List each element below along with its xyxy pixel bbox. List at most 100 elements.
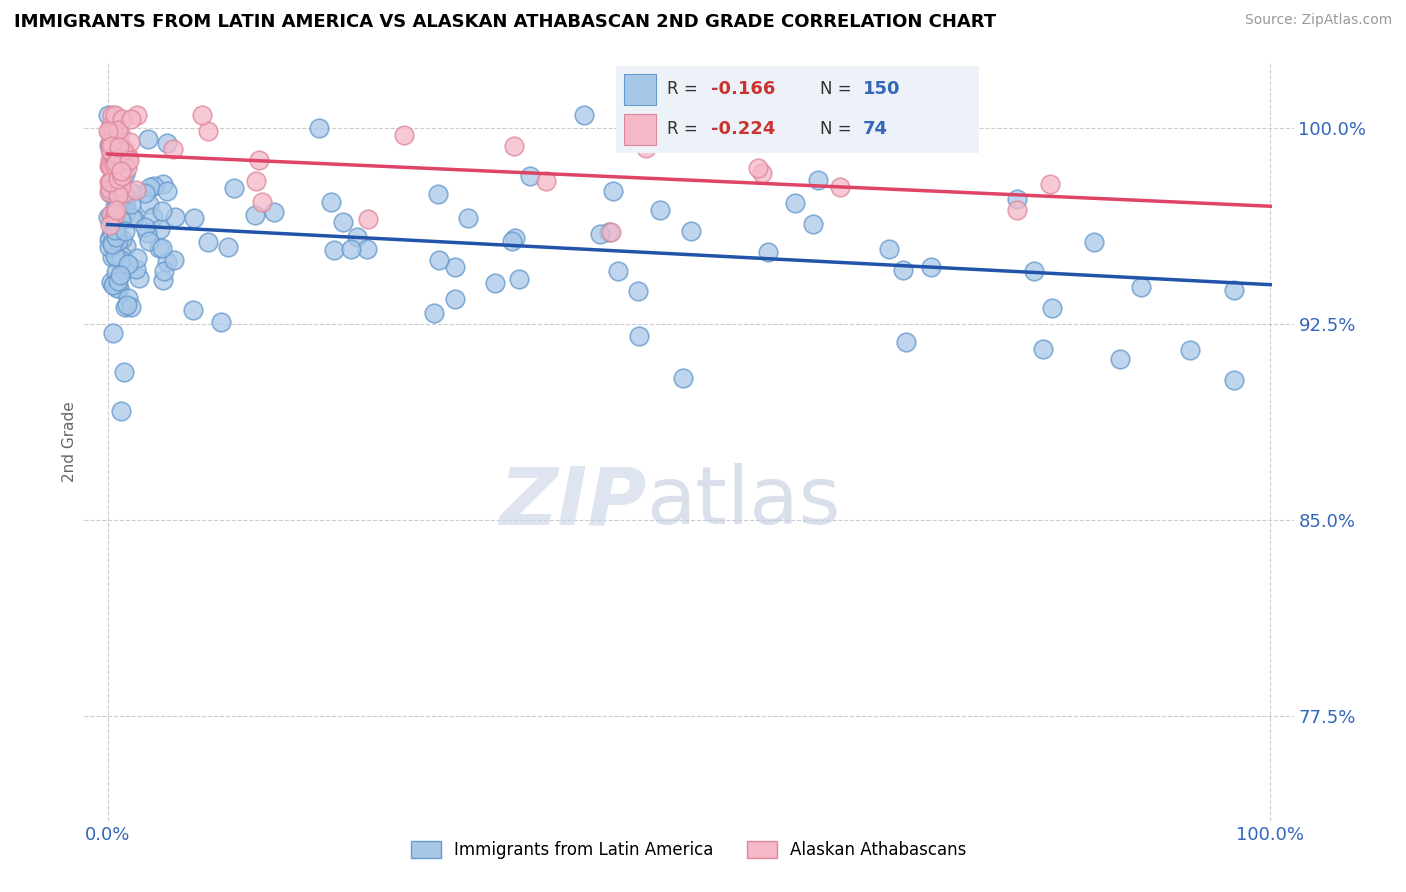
Point xyxy=(100,176,122,190)
Point xyxy=(105,250,128,264)
Point xyxy=(602,184,624,198)
Point xyxy=(107,178,129,192)
Point xyxy=(572,108,595,122)
Point xyxy=(101,238,124,252)
Point xyxy=(191,108,214,122)
Point xyxy=(197,235,219,250)
Point xyxy=(104,226,127,240)
Point xyxy=(148,241,170,255)
Point xyxy=(138,197,160,211)
Point xyxy=(101,157,124,171)
Point xyxy=(104,141,127,155)
Point xyxy=(98,182,121,196)
Point xyxy=(114,300,136,314)
Point xyxy=(1178,343,1201,358)
Point xyxy=(120,112,142,126)
Point xyxy=(1032,342,1054,356)
Point xyxy=(98,240,121,254)
Point xyxy=(105,178,128,192)
Point xyxy=(107,281,129,295)
Point xyxy=(104,179,127,194)
Point xyxy=(357,212,380,227)
Point xyxy=(104,250,127,264)
Point xyxy=(112,154,135,169)
Point xyxy=(443,292,465,306)
Point xyxy=(114,262,136,277)
Point xyxy=(110,249,132,263)
Point xyxy=(1223,373,1246,387)
Point xyxy=(153,264,176,278)
Point xyxy=(107,171,129,186)
Point xyxy=(1083,235,1105,249)
Point xyxy=(600,225,623,239)
Point xyxy=(97,123,120,137)
Point xyxy=(245,209,267,223)
Point xyxy=(98,158,121,172)
Point xyxy=(607,264,630,278)
Point xyxy=(105,281,128,295)
Point xyxy=(427,252,450,267)
Point xyxy=(101,178,124,192)
Y-axis label: 2nd Grade: 2nd Grade xyxy=(62,401,77,482)
Point xyxy=(634,140,657,154)
Point xyxy=(98,218,121,232)
Point xyxy=(115,161,138,175)
Point xyxy=(104,211,127,225)
Point xyxy=(120,186,142,200)
Point xyxy=(152,273,174,287)
Point xyxy=(104,222,127,236)
Point xyxy=(117,257,139,271)
Point xyxy=(98,143,121,157)
Point xyxy=(321,194,343,209)
Point xyxy=(98,186,121,200)
Point xyxy=(149,222,172,236)
Point xyxy=(110,112,132,127)
Point xyxy=(104,217,127,231)
Point xyxy=(1024,264,1046,278)
Point xyxy=(681,223,703,237)
Point xyxy=(104,108,127,122)
Point xyxy=(112,142,135,156)
Point xyxy=(117,291,139,305)
Point xyxy=(508,272,530,286)
Point xyxy=(104,230,127,244)
Point xyxy=(162,142,184,156)
Point xyxy=(879,242,901,256)
Point xyxy=(120,135,142,149)
Point xyxy=(100,225,122,239)
Point xyxy=(100,160,122,174)
Point xyxy=(112,366,135,380)
Point xyxy=(503,138,526,153)
Point xyxy=(104,162,127,177)
Point xyxy=(107,129,129,144)
Point xyxy=(104,178,127,193)
Point xyxy=(128,270,150,285)
Point xyxy=(142,210,165,224)
Point xyxy=(105,156,128,170)
Point xyxy=(891,263,914,277)
Text: ZIP: ZIP xyxy=(499,463,647,541)
Point xyxy=(110,213,132,227)
Point xyxy=(108,140,131,154)
Point xyxy=(103,277,125,291)
Point xyxy=(104,199,127,213)
Point xyxy=(183,303,205,318)
Point xyxy=(332,215,354,229)
Point xyxy=(356,242,378,256)
Point xyxy=(340,242,363,256)
Point xyxy=(138,180,160,194)
Point xyxy=(308,121,330,136)
Point xyxy=(104,265,127,279)
Point xyxy=(101,186,124,200)
Point xyxy=(108,180,131,194)
Point xyxy=(156,255,179,269)
Point xyxy=(501,235,523,249)
Point xyxy=(263,205,285,219)
Point xyxy=(107,188,129,202)
Point xyxy=(628,329,651,343)
Point xyxy=(103,158,125,172)
Point xyxy=(100,275,122,289)
Point xyxy=(920,260,942,275)
Point xyxy=(138,234,160,248)
Point xyxy=(107,160,129,174)
